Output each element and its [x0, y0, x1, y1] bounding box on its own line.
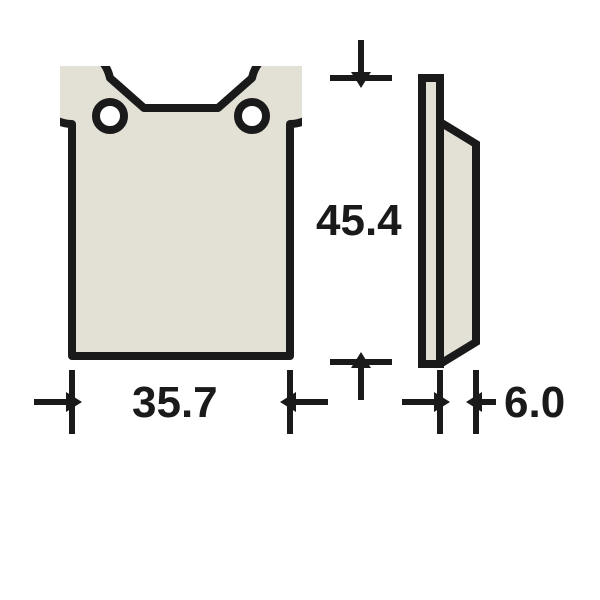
brake-pad-front-view	[60, 66, 302, 368]
friction-material	[440, 122, 476, 364]
width-label: 35.7	[132, 378, 218, 428]
technical-drawing: { "drawing": { "type": "technical-diagra…	[0, 0, 600, 600]
brake-pad-side-view	[418, 74, 484, 368]
thickness-label: 6.0	[504, 378, 565, 428]
mounting-hole-right	[238, 102, 266, 130]
mounting-hole-left	[96, 102, 124, 130]
height-label: 45.4	[316, 196, 402, 246]
